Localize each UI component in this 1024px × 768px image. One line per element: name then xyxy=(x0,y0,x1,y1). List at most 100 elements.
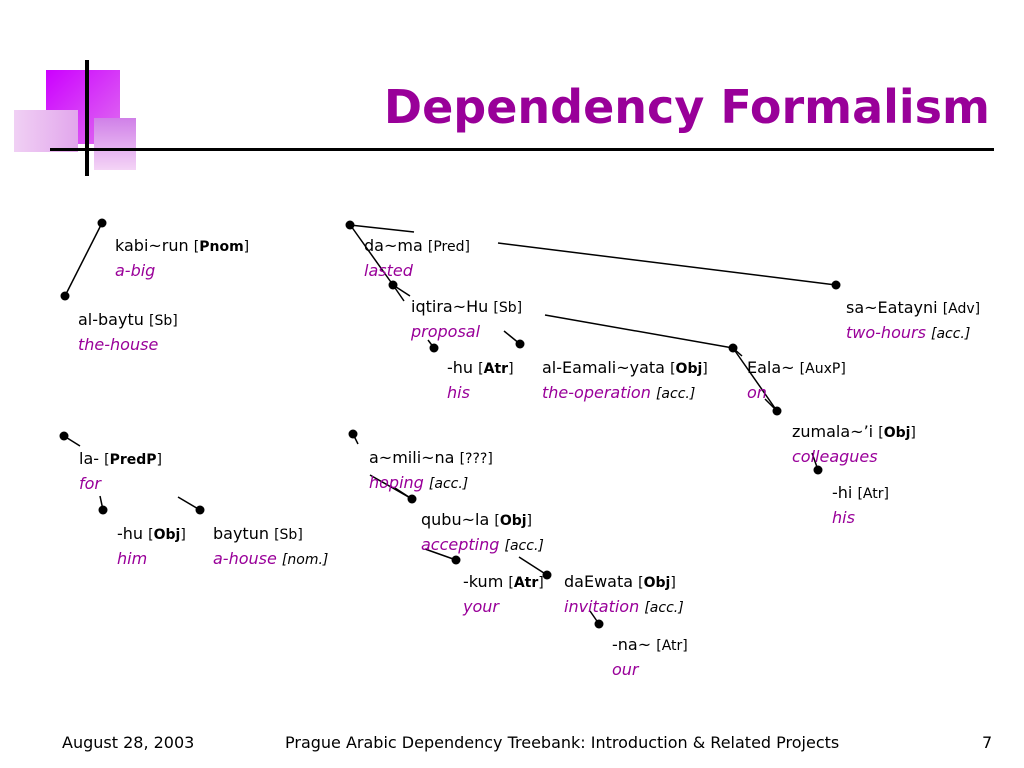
node-gloss: lasted xyxy=(364,261,413,280)
node-word: zumala~’i xyxy=(792,422,874,441)
node-word: -hu xyxy=(447,358,474,377)
node-word: la- xyxy=(79,449,100,468)
node-dot-eala xyxy=(728,343,738,353)
node-word: daEwata xyxy=(564,572,634,591)
edge-dama-saeatayni xyxy=(497,242,837,286)
node-word: -kum xyxy=(463,572,504,591)
node-na: -na~ [Atr] our xyxy=(612,633,688,682)
node-case: [nom.] xyxy=(281,552,329,568)
node-gloss: the-house xyxy=(78,335,159,354)
node-word: sa~Eatayni xyxy=(846,298,938,317)
node-word: baytun xyxy=(213,524,269,543)
node-tag: [Obj] xyxy=(878,425,916,441)
node-dot-aminina xyxy=(348,429,358,439)
node-gloss: your xyxy=(463,597,499,616)
node-word: kabi~run xyxy=(115,236,189,255)
page-number: 7 xyxy=(982,733,993,752)
logo-square-light xyxy=(14,110,78,152)
node-gloss: our xyxy=(612,660,639,679)
logo-decoration xyxy=(0,0,140,180)
node-kum: -kum [Atr] your xyxy=(463,570,544,619)
edge-dama-root xyxy=(349,224,415,233)
node-case: [acc.] xyxy=(655,386,696,402)
node-tag: [Atr] xyxy=(508,575,544,591)
node-gloss: on xyxy=(747,383,767,402)
logo-square-small xyxy=(94,118,136,170)
node-eala: Eala~ [AuxP] on xyxy=(747,356,846,405)
node-hi: -hi [Atr] his xyxy=(832,481,889,530)
node-daewata: daEwata [Obj] invitation [acc.] xyxy=(564,570,684,620)
edge-iqtirahu-eala xyxy=(544,314,734,349)
node-kabirun: kabi~run [Pnom] a-big xyxy=(115,234,249,283)
node-gloss: accepting xyxy=(421,535,500,554)
node-dot-hu1 xyxy=(429,343,439,353)
node-hu1: -hu [Atr] his xyxy=(447,356,514,405)
node-zumalai: zumala~’i [Obj] colleagues xyxy=(792,420,916,469)
node-word: iqtira~Hu xyxy=(411,297,489,316)
node-baytun: baytun [Sb] a-house [nom.] xyxy=(213,522,328,572)
logo-vertical-line xyxy=(85,60,89,176)
edge-eala-zumalai2 xyxy=(732,347,778,412)
node-word: qubu~la xyxy=(421,510,490,529)
node-gloss: his xyxy=(832,508,855,527)
node-dot-aleamaliyata xyxy=(515,339,525,349)
node-word: a~mili~na xyxy=(369,448,455,467)
node-tag: [Sb] xyxy=(493,300,523,316)
node-tag: [PredP] xyxy=(104,452,163,468)
node-tag: [Atr] xyxy=(478,361,514,377)
node-gloss: his xyxy=(447,383,470,402)
edge-qubula-kum xyxy=(424,548,457,561)
node-word: -hi xyxy=(832,483,853,502)
node-word: da~ma xyxy=(364,236,423,255)
node-gloss: a-big xyxy=(115,261,156,280)
node-word: al-Eamali~yata xyxy=(542,358,665,377)
edge-dama-iqtirahu xyxy=(350,225,394,286)
footer-date: August 28, 2003 xyxy=(62,733,195,752)
node-dot-na xyxy=(594,619,604,629)
node-aleamaliyata: al-Eamali~yata [Obj] the-operation [acc.… xyxy=(542,356,708,406)
node-dot-dama xyxy=(345,220,355,230)
node-dama: da~ma [Pred] lasted xyxy=(364,234,470,283)
node-case: [acc.] xyxy=(644,600,684,616)
node-dot-hi xyxy=(813,465,823,475)
node-gloss: the-operation xyxy=(542,383,651,402)
node-dot-zumalai xyxy=(772,406,782,416)
node-la: la- [PredP] for xyxy=(79,447,162,496)
edge-kabirun-albaytu xyxy=(64,222,103,297)
node-dot-baytun xyxy=(195,505,205,515)
node-tag: [Adv] xyxy=(942,301,981,317)
node-case: [acc.] xyxy=(428,476,469,492)
edge-qubula-daewata xyxy=(518,556,548,576)
slide-title: Dependency Formalism xyxy=(383,80,990,134)
node-gloss: hoping xyxy=(369,473,424,492)
title-rule xyxy=(50,148,994,151)
node-tag: [Pred] xyxy=(427,239,470,255)
node-gloss: for xyxy=(79,474,101,493)
node-albaytu: al-baytu [Sb] the-house xyxy=(78,308,178,357)
node-dot-albaytu xyxy=(60,291,70,301)
node-tag: [Sb] xyxy=(274,527,303,543)
node-gloss: colleagues xyxy=(792,447,878,466)
node-word: al-baytu xyxy=(78,310,144,329)
node-tag: [Sb] xyxy=(148,313,178,329)
node-gloss: him xyxy=(117,549,148,568)
node-saeatayni: sa~Eatayni [Adv] two-hours [acc.] xyxy=(846,296,980,346)
node-tag: [Atr] xyxy=(656,638,688,654)
node-hu2: -hu [Obj] him xyxy=(117,522,186,571)
node-dot-qubula xyxy=(407,494,417,504)
node-word: -na~ xyxy=(612,635,652,654)
node-dot-la xyxy=(59,431,69,441)
node-dot-saeatayni xyxy=(831,280,841,290)
node-tag: [Pnom] xyxy=(193,239,250,255)
node-dot-daewata xyxy=(542,570,552,580)
node-tag: [Obj] xyxy=(148,527,186,543)
node-gloss: invitation xyxy=(564,597,640,616)
node-word: Eala~ xyxy=(747,358,795,377)
node-tag: [AuxP] xyxy=(799,361,846,377)
node-word: -hu xyxy=(117,524,144,543)
node-dot-iqtirahu xyxy=(388,280,398,290)
node-case: [acc.] xyxy=(931,326,971,342)
node-aminina: a~mili~na [???] hoping [acc.] xyxy=(369,446,493,496)
footer-title: Prague Arabic Dependency Treebank: Intro… xyxy=(285,733,840,752)
